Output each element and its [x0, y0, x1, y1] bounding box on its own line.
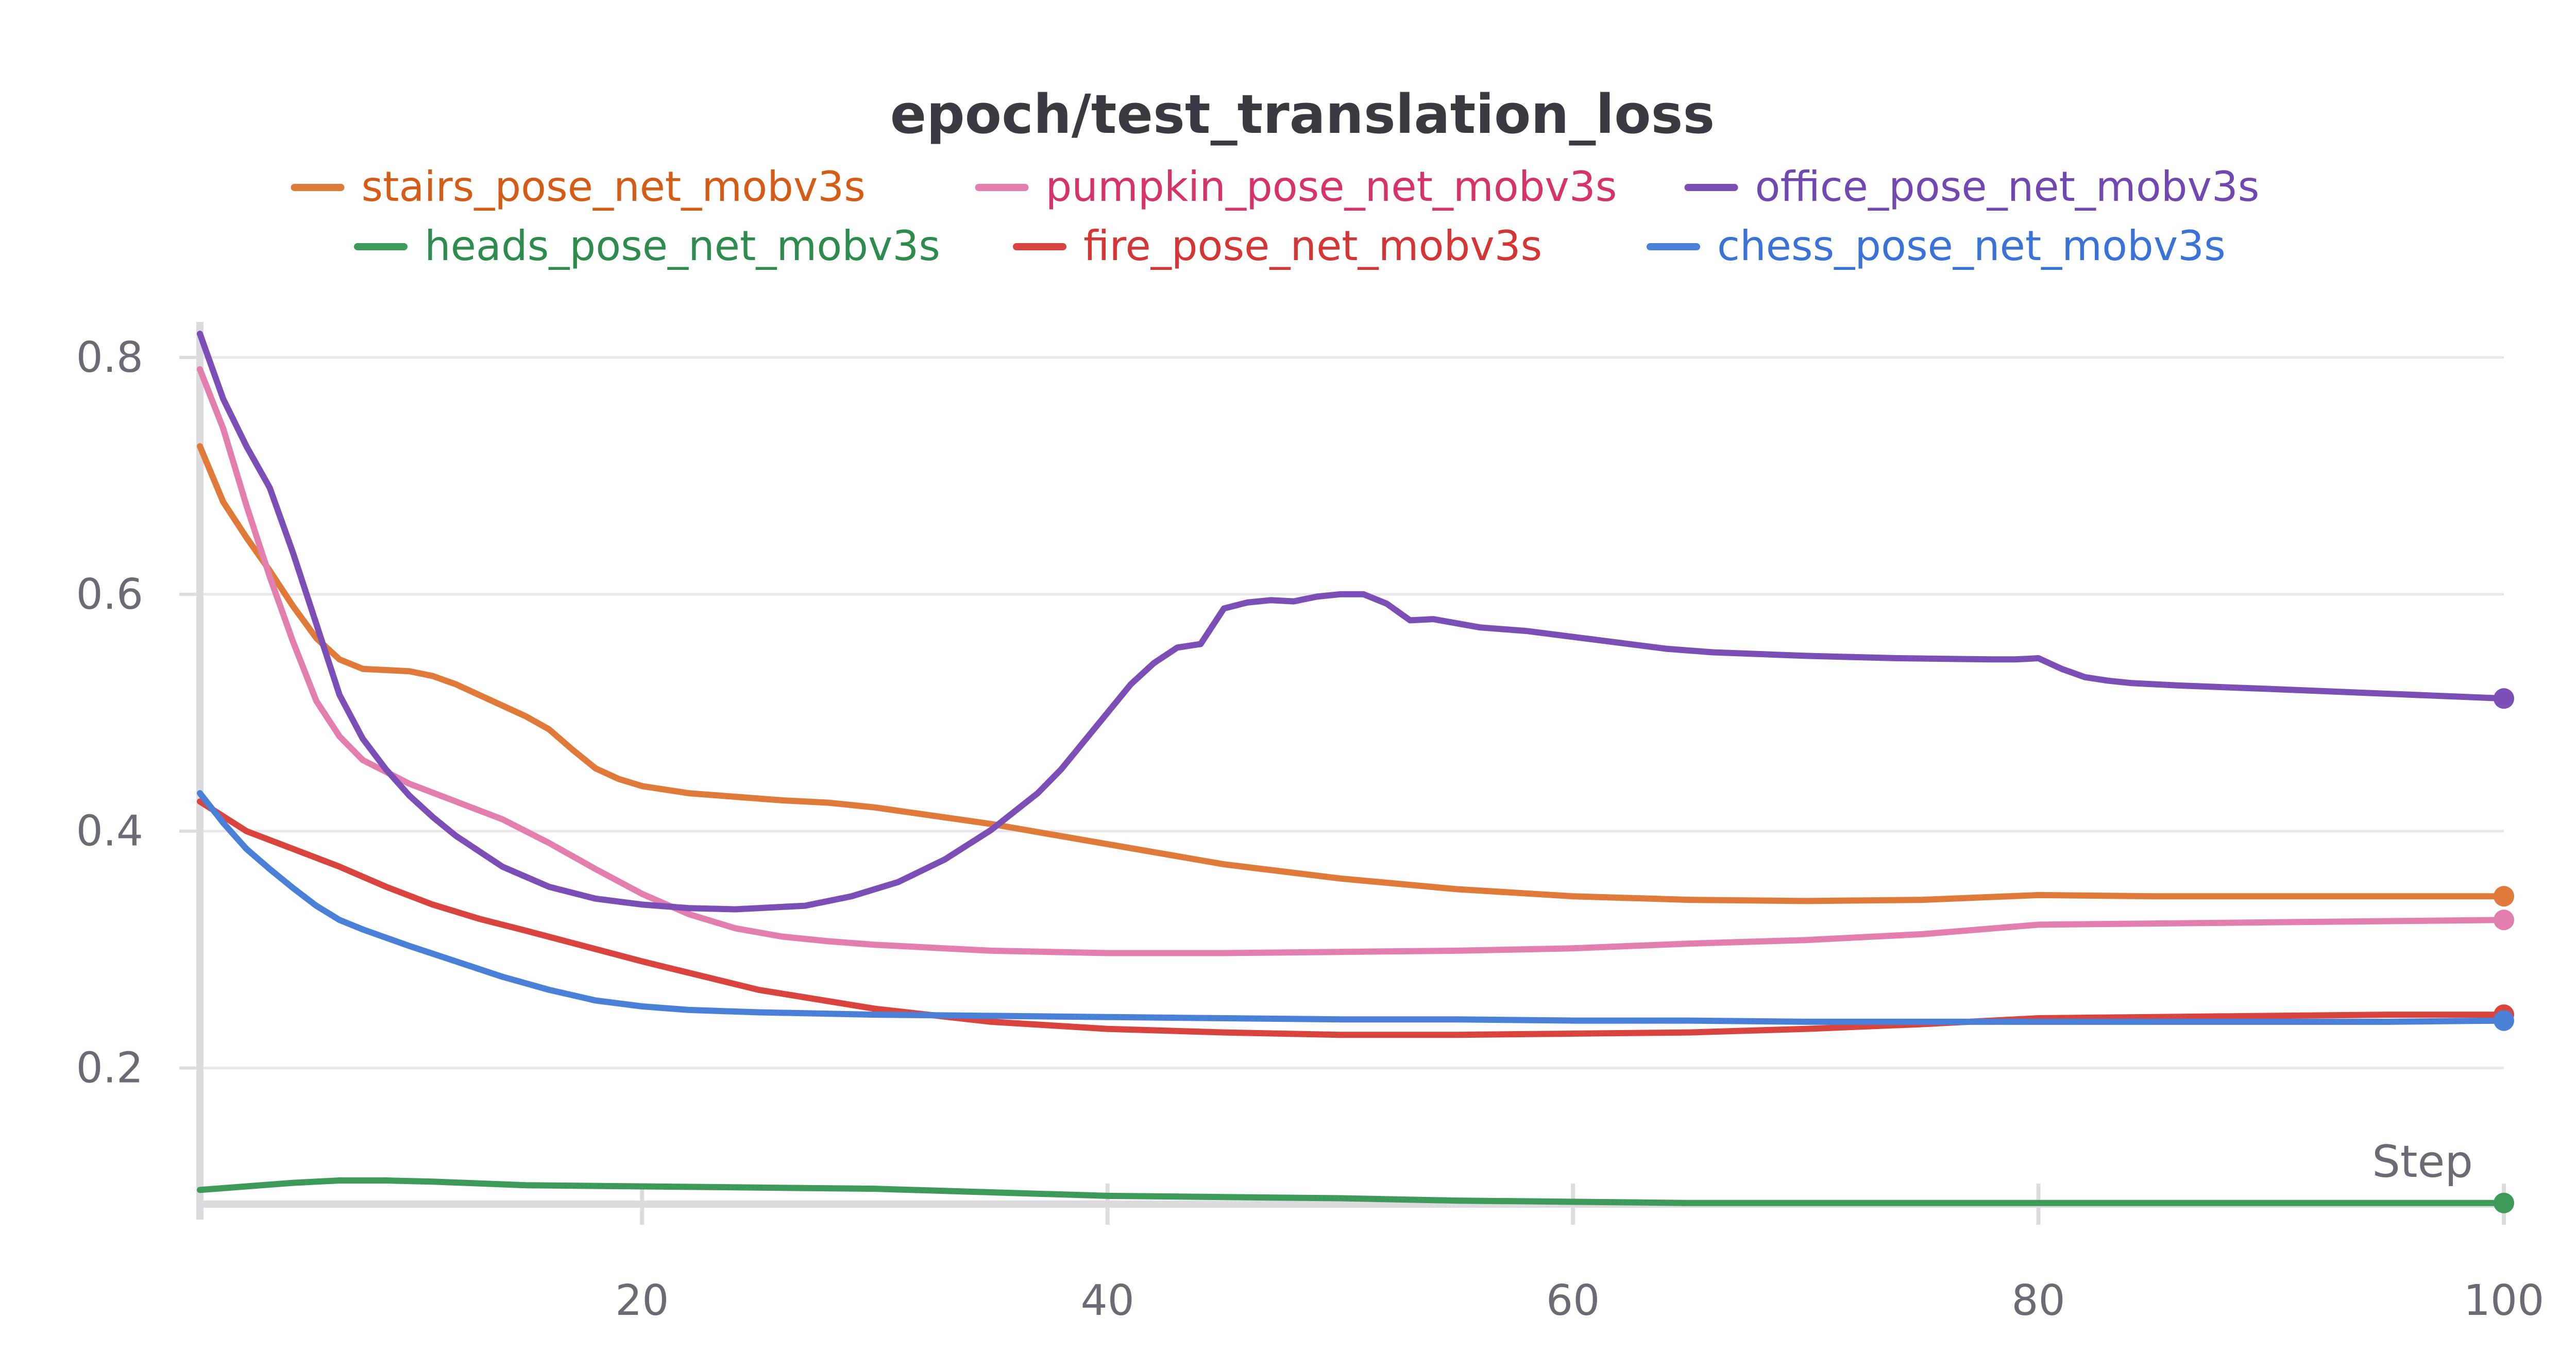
- series-layer: [197, 331, 2514, 1213]
- legend-label-office_pose_net_mobv3s: office_pose_net_mobv3s: [1755, 163, 2260, 211]
- series-line-fire_pose_net_mobv3s: [197, 798, 2507, 1038]
- series-end-marker-heads_pose_net_mobv3s: [2494, 1192, 2514, 1213]
- x-tick-label: 100: [2464, 1276, 2545, 1325]
- series-line-heads_pose_net_mobv3s: [197, 1177, 2507, 1206]
- series-line-pumpkin_pose_net_mobv3s: [197, 366, 2507, 956]
- legend-label-heads_pose_net_mobv3s: heads_pose_net_mobv3s: [425, 222, 940, 270]
- series-end-marker-office_pose_net_mobv3s: [2494, 688, 2514, 709]
- y-tick-label: 0.6: [76, 570, 143, 619]
- legend-label-fire_pose_net_mobv3s: fire_pose_net_mobv3s: [1083, 222, 1542, 270]
- series-end-marker-chess_pose_net_mobv3s: [2494, 1010, 2514, 1031]
- legend-label-chess_pose_net_mobv3s: chess_pose_net_mobv3s: [1717, 222, 2226, 270]
- gridlines: [200, 356, 2504, 1070]
- y-tick-label: 0.2: [76, 1044, 143, 1093]
- series-line-office_pose_net_mobv3s: [197, 331, 2507, 913]
- legend-label-pumpkin_pose_net_mobv3s: pumpkin_pose_net_mobv3s: [1046, 163, 1617, 211]
- x-tick-label: 80: [2011, 1276, 2065, 1325]
- x-tick-label: 60: [1546, 1276, 1600, 1325]
- legend-label-stairs_pose_net_mobv3s: stairs_pose_net_mobv3s: [362, 163, 866, 211]
- series-end-marker-pumpkin_pose_net_mobv3s: [2494, 910, 2514, 931]
- series-end-marker-stairs_pose_net_mobv3s: [2494, 886, 2514, 907]
- series-line-stairs_pose_net_mobv3s: [197, 443, 2507, 904]
- x-axis-title: Step: [2372, 1136, 2473, 1188]
- tick-labels: 0.2 0.4 0.6 0.8 20 40 60 80 100: [76, 333, 2545, 1325]
- axes: [179, 322, 2506, 1225]
- y-tick-label: 0.8: [76, 333, 143, 382]
- y-tick-label: 0.4: [76, 807, 143, 856]
- legend: stairs_pose_net_mobv3s pumpkin_pose_net_m…: [291, 163, 2260, 270]
- chart-title: epoch/test_translation_loss: [890, 83, 1715, 146]
- x-tick-label: 40: [1081, 1276, 1134, 1325]
- x-tick-label: 20: [615, 1276, 669, 1325]
- series-line-chess_pose_net_mobv3s: [197, 790, 2507, 1025]
